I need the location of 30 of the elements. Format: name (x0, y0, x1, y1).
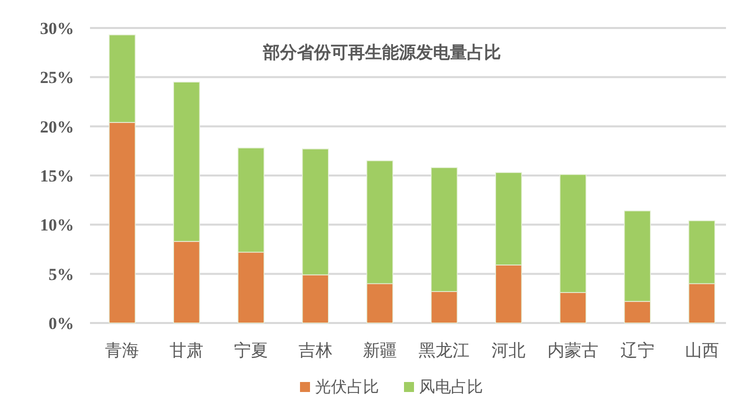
y-tick-label: 0% (48, 314, 74, 333)
bar (108, 34, 136, 123)
x-tick-label: 吉林 (298, 341, 332, 360)
bar (688, 220, 716, 284)
x-tick-label: 山西 (684, 341, 719, 360)
x-tick-label: 甘肃 (170, 341, 204, 360)
bar (238, 148, 264, 253)
bar (302, 148, 329, 276)
bar (366, 160, 394, 284)
bar (173, 82, 200, 242)
y-tick-label: 20% (40, 117, 74, 136)
bar (430, 167, 458, 292)
x-tick-label: 河北 (492, 341, 526, 360)
x-tick-label: 新疆 (362, 341, 397, 360)
x-tick-label: 辽宁 (620, 341, 654, 360)
bar (624, 210, 651, 302)
text: 部分省份可再生能源发电量占比 (262, 43, 501, 63)
x-tick-label: 宁夏 (234, 341, 268, 360)
x-tick-label: 黑龙江 (418, 341, 470, 360)
y-tick-label: 30% (40, 19, 74, 38)
legend-label: 风电占比 (419, 378, 483, 396)
legend-label: 光伏占比 (315, 378, 379, 396)
x-tick-label: 内蒙古 (548, 341, 598, 360)
y-tick-label: 5% (48, 264, 74, 284)
bar (560, 174, 586, 293)
y-tick-label: 10% (40, 216, 74, 235)
x-tick-label: 青海 (105, 341, 140, 360)
y-tick-label: 15% (40, 166, 74, 186)
bar (495, 172, 522, 266)
y-tick-label: 25% (40, 68, 74, 88)
